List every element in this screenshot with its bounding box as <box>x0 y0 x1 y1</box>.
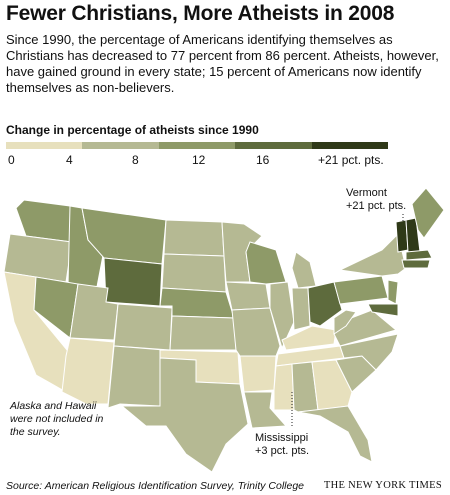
legend-label-4: 4 <box>66 153 73 167</box>
legend-label-12: 12 <box>192 153 206 167</box>
mississippi-callout-name: Mississippi <box>255 432 309 444</box>
legend-label-0: 0 <box>8 153 15 167</box>
state-west-virginia <box>333 309 357 335</box>
state-south-dakota <box>161 253 227 293</box>
mississippi-callout-value: +3 pct. pts. <box>255 445 310 457</box>
legend-swatch-1 <box>82 142 159 149</box>
state-new-mexico <box>107 345 165 409</box>
state-new-york <box>338 233 407 277</box>
state-indiana <box>291 287 311 331</box>
state-new-jersey <box>387 279 399 305</box>
vermont-callout-value: +21 pct. pts. <box>346 200 407 212</box>
state-north-carolina <box>339 333 399 371</box>
legend-title: Change in percentage of atheists since 1… <box>6 123 259 137</box>
legend-swatch-0 <box>6 142 83 149</box>
state-iowa <box>225 281 271 311</box>
state-texas <box>120 357 249 473</box>
legend-label-8: 8 <box>132 153 139 167</box>
state-maryland-delaware <box>367 303 399 317</box>
us-state-map <box>3 187 445 473</box>
state-ohio <box>307 281 343 327</box>
state-colorado <box>113 303 173 351</box>
alaska-hawaii-note: Alaska and Hawaii were not included in t… <box>10 400 104 438</box>
state-arkansas <box>239 355 277 393</box>
state-illinois <box>269 281 295 350</box>
vermont-callout: Vermont <box>346 187 387 200</box>
state-florida <box>297 405 373 463</box>
state-kansas <box>169 315 237 351</box>
state-pennsylvania <box>333 275 389 305</box>
vermont-callout-name: Vermont <box>346 187 387 199</box>
map-title: Fewer Christians, More Atheists in 2008 <box>6 2 395 25</box>
state-north-dakota <box>163 219 225 257</box>
state-arizona <box>61 337 115 405</box>
state-wisconsin <box>245 241 287 285</box>
state-louisiana <box>243 391 288 429</box>
intro-text: Since 1990, the percentage of Americans … <box>6 32 439 95</box>
legend-swatch-3 <box>235 142 312 149</box>
state-michigan <box>291 251 317 289</box>
legend-label-max: +21 pct. pts. <box>318 153 384 167</box>
legend-swatch-2 <box>158 142 236 149</box>
state-massachusetts <box>405 249 433 261</box>
state-wyoming <box>103 257 163 307</box>
legend-swatch-4 <box>311 142 389 149</box>
state-maine <box>411 187 445 239</box>
source-credit: Source: American Religious Identificatio… <box>6 480 305 492</box>
state-mississippi <box>273 363 295 411</box>
legend-color-scale <box>6 142 389 149</box>
legend-label-16: 16 <box>256 153 270 167</box>
state-connecticut-rhode-island <box>401 259 431 269</box>
publisher-brand: THE NEW YORK TIMES <box>323 480 442 491</box>
